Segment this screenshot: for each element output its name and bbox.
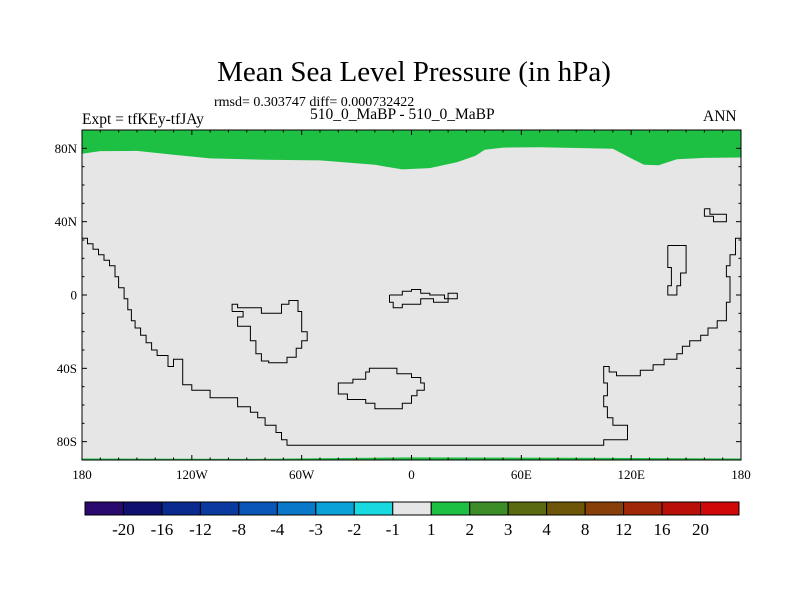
x-tick-label: 120E (617, 467, 645, 482)
colorbar-label: 8 (581, 520, 590, 539)
colorbar-label: -8 (232, 520, 246, 539)
colorbar-label: 1 (427, 520, 436, 539)
colorbar-swatch (161, 501, 201, 516)
colorbar-swatch (546, 501, 586, 516)
x-tick-label: 180 (731, 467, 751, 482)
x-tick-label: 0 (408, 467, 415, 482)
colorbar-swatch (661, 501, 702, 516)
x-tick-label: 60W (289, 467, 315, 482)
colorbar-swatch (353, 501, 394, 516)
colorbar-swatch (392, 501, 432, 516)
colorbar-label: -12 (189, 520, 212, 539)
colorbar-swatch (623, 501, 663, 516)
coastline-4 (337, 367, 425, 410)
colorbar-swatch (276, 501, 317, 516)
colorbar-swatch (199, 501, 240, 516)
coastline-2 (231, 300, 308, 364)
background-field (82, 130, 741, 460)
coastline-5 (667, 245, 687, 296)
statistics-subtitle: rmsd= 0.303747 diff= 0.000732422 (214, 95, 415, 110)
map-axes: 180 120W 60W 0 60E 120E 180 80N 40N 0 40S 80S (55, 129, 751, 482)
north-high-pressure-band (82, 130, 741, 170)
colorbar-label: -4 (270, 520, 285, 539)
colorbar-swatch (584, 501, 625, 516)
chart-title: Mean Sea Level Pressure (in hPa) (217, 56, 611, 88)
colorbar-swatch (700, 501, 740, 516)
colorbar-swatch (315, 501, 355, 516)
colorbar-swatch (84, 501, 124, 516)
y-tick-label: 40S (57, 361, 77, 376)
colorbar-label: 2 (465, 520, 474, 539)
colorbar-label: -16 (151, 520, 174, 539)
coastline-3 (389, 289, 458, 309)
y-tick-label: 40N (55, 214, 78, 229)
season-label: ANN (703, 108, 737, 125)
x-tick-label: 180 (72, 467, 92, 482)
colorbar-label: 4 (542, 520, 551, 539)
colorbar-label: -1 (386, 520, 400, 539)
coastline-1 (82, 237, 741, 446)
map-plot-area (81, 129, 742, 461)
colorbar-label: 12 (615, 520, 632, 539)
comparison-label: 510_0_MaBP - 510_0_MaBP (310, 106, 495, 123)
y-tick-label: 80S (57, 434, 77, 449)
colorbar-label: -3 (309, 520, 323, 539)
colorbar-label: 3 (504, 520, 513, 539)
colorbar-label: 20 (692, 520, 709, 539)
coastline-6 (703, 208, 727, 223)
colorbar-swatch (122, 501, 163, 516)
colorbar-swatch (430, 501, 471, 516)
colorbar-swatch (238, 501, 278, 516)
colorbar: -20 -16 -12 -8 -4 -3 -2 -1 1 2 3 4 8 12 16 20 (84, 501, 740, 539)
y-tick-label: 0 (71, 288, 78, 303)
x-tick-label: 120W (176, 467, 209, 482)
colorbar-label: 16 (654, 520, 671, 539)
x-tick-label: 60E (511, 467, 532, 482)
experiment-label: Expt = tfKEy-tfJAy (82, 111, 204, 128)
y-tick-label: 80N (55, 141, 78, 156)
colorbar-label: -20 (112, 520, 135, 539)
colorbar-label: -2 (347, 520, 361, 539)
colorbar-swatch (469, 501, 509, 516)
colorbar-swatch (507, 501, 548, 516)
